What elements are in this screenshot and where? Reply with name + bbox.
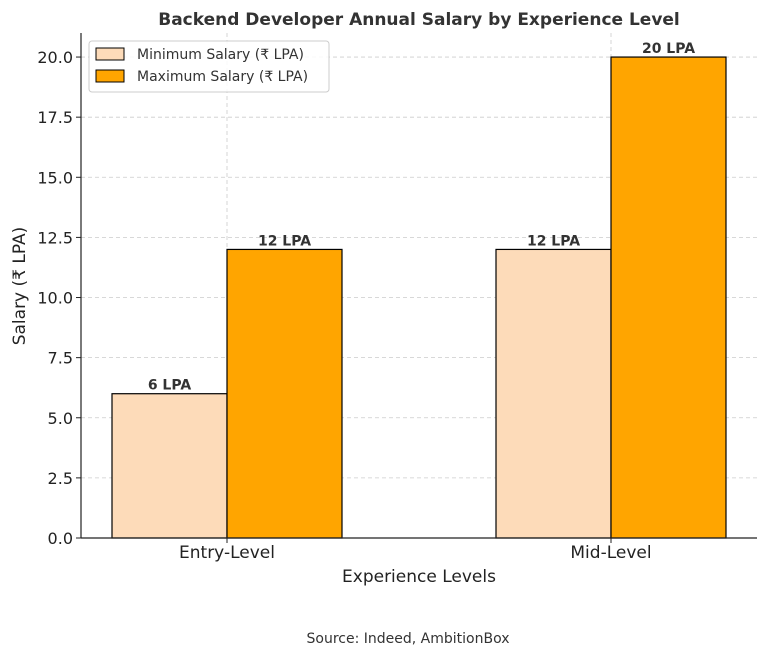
y-tick-label: 20.0 <box>37 48 73 67</box>
y-tick-label: 0.0 <box>48 529 73 548</box>
x-tick-label: Mid-Level <box>570 543 651 563</box>
source-note: Source: Indeed, AmbitionBox <box>307 631 510 647</box>
data-label: 12 LPA <box>527 233 580 249</box>
bar <box>495 248 612 539</box>
legend: Minimum Salary (₹ LPA) Maximum Salary (₹ … <box>88 40 330 93</box>
data-label: 20 LPA <box>642 41 695 57</box>
legend-swatch <box>95 47 125 61</box>
y-axis-label: Salary (₹ LPA) <box>10 227 30 346</box>
x-axis-label: Experience Levels <box>342 567 496 587</box>
legend-box <box>88 40 330 93</box>
legend-label: Maximum Salary (₹ LPA) <box>137 69 308 85</box>
bars <box>111 56 727 539</box>
chart-title: Backend Developer Annual Salary by Exper… <box>158 10 680 30</box>
y-tick-label: 17.5 <box>37 108 73 127</box>
legend-label: Minimum Salary (₹ LPA) <box>137 47 304 63</box>
axes: 0.0 2.5 5.0 7.5 10.0 12.5 15.0 17.5 20.0 Entry-Le… <box>37 33 757 563</box>
data-label: 12 LPA <box>258 233 311 249</box>
bar <box>111 393 228 539</box>
y-tick-label: 5.0 <box>48 409 73 428</box>
bar <box>226 248 343 539</box>
legend-swatch <box>95 69 125 83</box>
y-tick-label: 12.5 <box>37 228 73 247</box>
x-tick-label: Entry-Level <box>179 543 275 563</box>
y-tick-label: 15.0 <box>37 168 73 187</box>
y-tick-label: 7.5 <box>48 349 73 368</box>
bar <box>610 56 727 539</box>
y-tick-label: 10.0 <box>37 289 73 308</box>
y-tick-label: 2.5 <box>48 469 73 488</box>
data-label: 6 LPA <box>148 378 192 394</box>
data-labels: 6 LPA 12 LPA 12 LPA 20 LPA <box>148 41 695 394</box>
